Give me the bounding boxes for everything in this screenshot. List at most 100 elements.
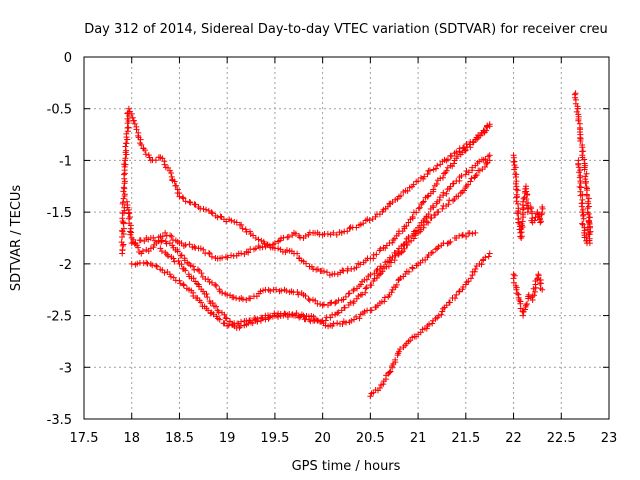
data-point-track-b [245,249,252,256]
data-point-track-a [120,199,127,206]
data-point-track-d [472,172,479,179]
data-point-track-d [468,175,475,182]
data-point-track-a [283,247,290,254]
data-point-track-f [438,311,445,318]
data-point-track-a [209,210,216,217]
data-point-track-c [132,240,139,247]
data-point-track-g [514,193,521,200]
data-point-track-a [120,219,127,226]
data-point-track-d [161,269,168,276]
data-point-track-a [433,180,440,187]
data-point-track-g [513,198,520,205]
x-axis-title: GPS time / hours [292,459,401,474]
x-tick-label: 21.5 [451,431,480,446]
data-point-track-e [249,320,256,327]
data-point-track-a [203,206,210,213]
y-tick-label: 0 [64,51,72,66]
data-point-track-a [119,215,126,222]
data-point-track-c [177,252,184,259]
data-point-track-i [583,184,590,191]
data-point-track-a [186,199,193,206]
data-point-track-d [362,289,369,296]
data-point-track-e [178,261,185,268]
data-point-track-b [461,144,468,151]
data-point-track-d [363,284,370,291]
data-point-track-j [585,217,592,224]
data-point-track-e [330,320,337,327]
data-point-track-h [510,279,517,286]
data-point-track-f [435,312,442,319]
data-point-track-d [392,252,399,259]
data-point-track-e [472,229,479,236]
data-point-track-g [524,192,531,199]
data-point-track-e [262,316,269,323]
data-point-track-a [389,239,396,246]
data-point-track-a [118,239,125,246]
data-point-track-c [440,189,447,196]
data-point-track-h [522,302,529,309]
data-point-track-d [395,251,402,258]
data-point-track-b [147,245,154,252]
data-point-track-a [409,213,416,220]
data-point-track-f [485,253,492,260]
data-point-track-h [531,292,538,299]
data-point-track-e [212,303,219,310]
data-point-track-e [409,265,416,272]
data-point-track-d [457,190,464,197]
data-point-track-c [212,281,219,288]
data-point-track-g [538,211,545,218]
data-point-track-b [444,156,451,163]
data-point-track-b [476,132,483,139]
data-point-track-c [267,288,274,295]
data-point-track-i [575,117,582,124]
data-point-track-c [198,270,205,277]
data-point-track-g [523,202,530,209]
data-point-track-c [345,290,352,297]
data-point-track-e [158,248,165,255]
data-point-track-c [367,271,374,278]
data-point-track-b [330,229,337,236]
data-point-track-b [486,123,493,130]
data-point-track-d [341,304,348,311]
data-point-track-d [221,320,228,327]
tick-layer: 17.5 18 18.5 19 19.5 20 20.5 21 21.5 22 22.5 23 0 -0.… [47,51,618,446]
data-point-track-j [577,192,584,199]
data-point-track-a [133,126,140,133]
data-point-track-d [143,259,150,266]
data-point-track-j [578,203,585,210]
data-point-track-c [486,152,493,159]
data-point-track-d [423,218,430,225]
data-point-track-c [469,164,476,171]
data-point-track-i [583,170,590,177]
data-point-track-a [179,194,186,201]
data-point-track-c [346,290,353,297]
data-point-track-a [373,251,380,258]
data-point-track-f [380,381,387,388]
data-point-track-c [190,263,197,270]
data-point-track-c [178,252,185,259]
data-point-track-c [465,169,472,176]
data-point-track-b [125,210,132,217]
data-point-track-e [297,313,304,320]
data-point-track-c [429,202,436,209]
data-point-track-d [401,245,408,252]
data-point-track-g [523,188,530,195]
data-point-track-e [209,299,216,306]
data-point-track-e [203,290,210,297]
data-point-track-d [379,268,386,275]
data-point-track-a [152,157,159,164]
data-point-track-d [205,307,212,314]
chart-title: Day 312 of 2014, Sidereal Day-to-day VTE… [84,22,608,37]
data-point-track-h [514,290,521,297]
data-point-track-a [121,161,128,168]
x-tick-label: 18.5 [165,431,194,446]
data-point-track-h [520,312,527,319]
data-point-track-j [579,212,586,219]
data-point-track-d [410,235,417,242]
data-point-track-c [328,299,335,306]
data-point-track-b [200,246,207,253]
data-point-track-b [186,241,193,248]
data-point-track-e [348,317,355,324]
data-point-track-b [271,240,278,247]
data-point-track-b [483,127,490,134]
